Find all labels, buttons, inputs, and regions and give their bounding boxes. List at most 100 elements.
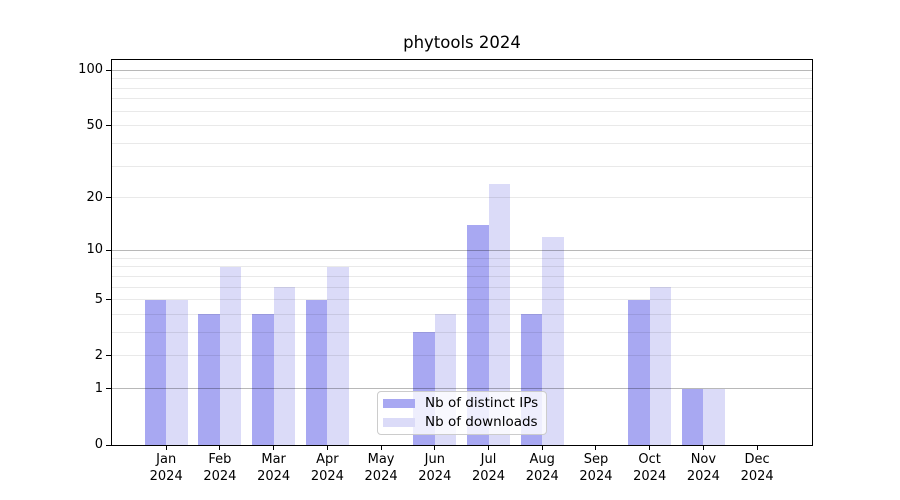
legend: Nb of distinct IPs Nb of downloads <box>377 391 547 435</box>
major-gridline <box>112 388 812 390</box>
x-axis-tick-label-may: May 2024 <box>349 452 413 485</box>
minor-gridline <box>112 98 812 100</box>
x-axis-tick-aug <box>541 445 543 450</box>
x-axis-tick-label-feb: Feb 2024 <box>188 452 252 485</box>
x-axis-tick-label-nov: Nov 2024 <box>671 452 735 485</box>
y-axis-tick-10 <box>106 249 111 251</box>
x-tick-month-text: Sep <box>583 452 609 467</box>
chart-title: phytools 2024 <box>403 33 521 52</box>
y-axis-tick-5 <box>106 299 111 301</box>
legend-label-distinct-ips: Nb of distinct IPs <box>425 395 539 411</box>
y-axis-tick-20 <box>106 197 111 199</box>
minor-gridline <box>112 286 812 288</box>
x-tick-month-text: Feb <box>208 452 232 467</box>
x-tick-month-text: Apr <box>316 452 339 467</box>
x-tick-year-text: 2024 <box>418 468 452 484</box>
x-tick-month-text: Dec <box>744 452 770 467</box>
minor-gridline <box>112 299 812 301</box>
x-axis-tick-dec <box>756 445 758 450</box>
y-axis-tick-0 <box>106 444 111 446</box>
minor-gridline <box>112 266 812 268</box>
x-axis-tick-label-apr: Apr 2024 <box>295 452 359 485</box>
bar-distinct-ips-oct <box>628 299 650 445</box>
y-axis-tick-1 <box>106 388 111 390</box>
x-tick-month-text: Jul <box>480 452 497 467</box>
x-tick-month-text: Mar <box>261 452 286 467</box>
x-tick-year-text: 2024 <box>740 468 774 484</box>
minor-gridline <box>112 275 812 277</box>
x-axis-tick-jan <box>165 445 167 450</box>
y-axis-tick-label-100: 100 <box>78 62 103 78</box>
x-tick-year-text: 2024 <box>203 468 237 484</box>
x-axis-tick-label-jan: Jan 2024 <box>134 452 198 485</box>
x-axis-tick-label-dec: Dec 2024 <box>725 452 789 485</box>
y-axis-tick-label-2: 2 <box>94 347 103 363</box>
x-axis-tick-jun <box>434 445 436 450</box>
y-axis-tick-label-50: 50 <box>86 117 103 133</box>
bar-downloads-feb <box>219 266 242 445</box>
minor-gridline <box>112 143 812 145</box>
minor-gridline <box>112 125 812 127</box>
minor-gridline <box>112 165 812 167</box>
bar-distinct-ips-feb <box>198 314 220 445</box>
x-tick-year-text: 2024 <box>471 468 506 484</box>
x-tick-year-text: 2024 <box>364 468 398 484</box>
x-tick-month-text: Jan <box>156 452 177 467</box>
x-axis-tick-apr <box>326 445 328 450</box>
x-tick-month-text: Jun <box>424 452 445 467</box>
major-gridline <box>112 249 812 251</box>
x-axis-tick-label-jul: Jul 2024 <box>457 452 521 485</box>
minor-gridline <box>112 110 812 112</box>
x-tick-year-text: 2024 <box>633 468 667 484</box>
x-axis-tick-label-jun: Jun 2024 <box>403 452 467 485</box>
bar-downloads-nov <box>703 388 725 445</box>
x-tick-month-text: Aug <box>529 452 555 467</box>
legend-swatch-downloads <box>383 418 415 427</box>
bar-downloads-apr <box>327 266 349 445</box>
y-axis-tick-2 <box>106 355 111 357</box>
bar-downloads-aug <box>542 236 564 445</box>
x-axis-tick-jul <box>488 445 490 450</box>
x-tick-year-text: 2024 <box>310 468 344 484</box>
major-gridline <box>112 69 812 71</box>
x-tick-year-text: 2024 <box>525 468 559 484</box>
legend-item-distinct-ips: Nb of distinct IPs <box>383 396 538 411</box>
bar-distinct-ips-mar <box>252 314 274 445</box>
bar-distinct-ips-jan <box>144 299 167 445</box>
x-axis-tick-label-sep: Sep 2024 <box>564 452 628 485</box>
x-axis-tick-nov <box>702 445 704 450</box>
legend-swatch-distinct-ips <box>383 399 415 408</box>
x-tick-year-text: 2024 <box>579 468 613 484</box>
bar-downloads-jul <box>488 183 511 445</box>
minor-gridline <box>112 257 812 259</box>
bar-distinct-ips-jul <box>467 225 489 445</box>
x-axis-tick-label-mar: Mar 2024 <box>242 452 306 485</box>
y-axis-tick-label-5: 5 <box>94 291 103 307</box>
y-axis-tick-label-20: 20 <box>86 189 103 205</box>
minor-gridline <box>112 355 812 357</box>
bar-downloads-oct <box>649 287 672 445</box>
x-axis-tick-mar <box>273 445 275 450</box>
y-axis-tick-label-10: 10 <box>86 242 103 258</box>
x-axis-tick-sep <box>595 445 597 450</box>
legend-label-downloads: Nb of downloads <box>425 414 538 430</box>
minor-gridline <box>112 78 812 80</box>
y-axis-tick-label-1: 1 <box>94 380 103 396</box>
bar-distinct-ips-nov <box>681 388 704 445</box>
x-axis-tick-oct <box>649 445 651 450</box>
x-axis-tick-may <box>380 445 382 450</box>
x-tick-year-text: 2024 <box>686 468 720 484</box>
minor-gridline <box>112 197 812 199</box>
x-tick-month-text: Nov <box>690 452 717 467</box>
x-axis-tick-feb <box>219 445 221 450</box>
x-axis-tick-label-aug: Aug 2024 <box>510 452 574 485</box>
x-tick-month-text: Oct <box>638 452 661 467</box>
x-tick-year-text: 2024 <box>257 468 291 484</box>
minor-gridline <box>112 313 812 315</box>
x-tick-month-text: May <box>367 452 395 467</box>
y-axis-tick-label-0: 0 <box>94 437 103 452</box>
x-tick-year-text: 2024 <box>149 468 183 484</box>
x-axis-tick-label-oct: Oct 2024 <box>618 452 682 485</box>
bar-distinct-ips-apr <box>305 299 328 445</box>
